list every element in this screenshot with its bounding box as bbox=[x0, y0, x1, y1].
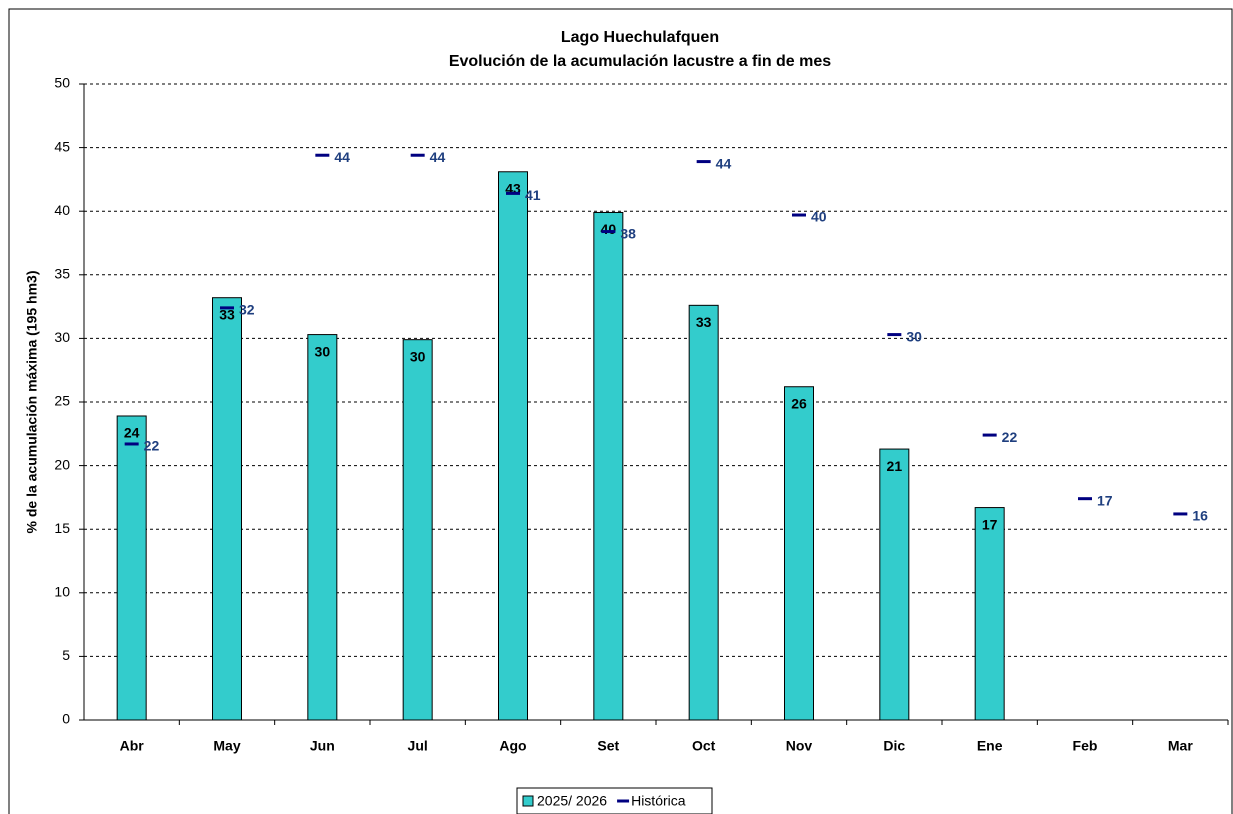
y-tick-label: 30 bbox=[54, 329, 70, 345]
bar bbox=[116, 415, 147, 721]
y-axis-label: % de la acumulación máxima (195 hm3) bbox=[24, 271, 40, 534]
bar bbox=[784, 386, 814, 721]
bar bbox=[593, 211, 624, 721]
x-tick-label: Mar bbox=[1168, 738, 1193, 754]
x-tick-label: Feb bbox=[1073, 738, 1098, 754]
bar-value-label: 30 bbox=[410, 348, 426, 364]
marker-value-label: 16 bbox=[1192, 508, 1208, 524]
bar bbox=[688, 304, 719, 721]
x-tick-label: Dic bbox=[883, 738, 905, 754]
bar-value-label: 33 bbox=[219, 306, 235, 322]
bar-value-label: 33 bbox=[696, 314, 712, 330]
chart-subtitle: Evolución de la acumulación lacustre a f… bbox=[449, 53, 831, 70]
x-tick-label: Set bbox=[597, 738, 619, 754]
y-tick-label: 10 bbox=[54, 584, 70, 600]
x-tick-label: Jul bbox=[408, 738, 428, 754]
x-tick-label: Jun bbox=[310, 738, 335, 754]
bar bbox=[498, 171, 528, 721]
marker-value-label: 17 bbox=[1097, 492, 1113, 508]
bar-value-label: 17 bbox=[982, 516, 998, 532]
x-tick-label: Nov bbox=[786, 738, 813, 754]
x-tick-label: May bbox=[213, 738, 240, 754]
marker-value-label: 41 bbox=[525, 187, 541, 203]
marker-value-label: 44 bbox=[430, 149, 446, 165]
bar-value-label: 40 bbox=[601, 221, 617, 237]
marker-value-label: 44 bbox=[334, 149, 350, 165]
bar bbox=[212, 297, 242, 721]
bar bbox=[879, 448, 910, 721]
marker-value-label: 32 bbox=[239, 302, 255, 318]
marker-value-label: 22 bbox=[1002, 429, 1018, 445]
legend-swatch bbox=[522, 795, 534, 807]
y-tick-label: 25 bbox=[54, 393, 70, 409]
bar-value-label: 24 bbox=[124, 425, 140, 441]
marker-value-label: 44 bbox=[716, 155, 732, 171]
legend-label: 2025/ 2026 bbox=[537, 793, 607, 809]
bar bbox=[974, 507, 1005, 721]
bar bbox=[307, 334, 338, 721]
y-tick-label: 20 bbox=[54, 456, 70, 472]
x-tick-label: Oct bbox=[692, 738, 716, 754]
y-tick-label: 5 bbox=[62, 647, 70, 663]
marker-value-label: 38 bbox=[620, 225, 636, 241]
x-tick-label: Ago bbox=[499, 738, 526, 754]
y-tick-label: 40 bbox=[54, 202, 70, 218]
chart-title: Lago Huechulafquen bbox=[561, 29, 719, 46]
marker-value-label: 22 bbox=[144, 438, 160, 454]
bar-value-label: 26 bbox=[791, 395, 807, 411]
y-tick-label: 0 bbox=[62, 711, 70, 727]
x-tick-label: Ene bbox=[977, 738, 1003, 754]
bar-value-label: 21 bbox=[887, 458, 903, 474]
y-tick-label: 15 bbox=[54, 520, 70, 536]
marker-value-label: 40 bbox=[811, 209, 827, 225]
legend-label: Histórica bbox=[631, 793, 686, 809]
y-tick-label: 45 bbox=[54, 138, 70, 154]
bar bbox=[402, 339, 433, 721]
x-tick-label: Abr bbox=[120, 738, 145, 754]
y-tick-label: 35 bbox=[54, 266, 70, 282]
legend-box bbox=[516, 787, 713, 814]
marker-value-label: 30 bbox=[906, 328, 922, 344]
y-tick-label: 50 bbox=[54, 75, 70, 91]
bar-value-label: 30 bbox=[315, 343, 331, 359]
